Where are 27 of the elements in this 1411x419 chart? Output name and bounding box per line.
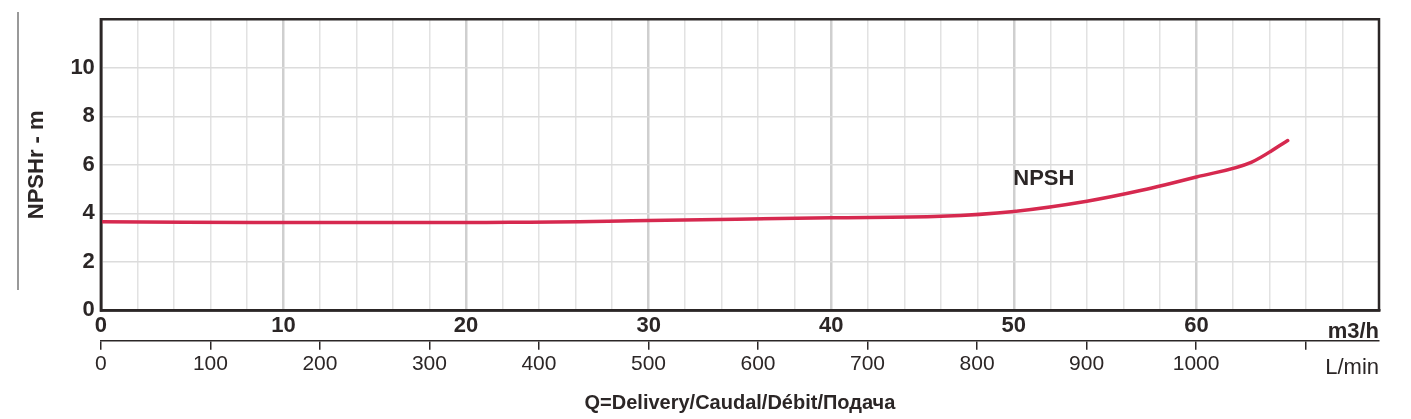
y-tick-label: 2 [82,247,95,273]
x-tick-label: 30 [636,311,661,337]
x-tick-label: 10 [271,311,296,337]
series-label: NPSH [1013,165,1075,191]
y-tick-label: 4 [82,199,96,225]
x-tick-label: 60 [1184,311,1209,337]
x2-tick-label: 800 [959,351,995,375]
y-axis-title: NPSHr - m [23,110,49,220]
x-axis-title: m3/h [1327,318,1379,344]
x2-tick-label: 200 [302,351,338,375]
line-series [100,138,1290,225]
y-tick-label: 6 [82,150,95,176]
x2-tick-label: 100 [192,351,228,375]
x2-tick-label: 700 [850,351,886,375]
x2-tick-label: 900 [1069,351,1105,375]
x2-tick-label: 400 [521,351,557,375]
x2-tick-label: 600 [740,351,776,375]
x2-tick-label: 1000 [1172,351,1220,375]
x-tick-label: 20 [453,311,479,337]
y-tick-label: 10 [70,53,95,79]
x2-tick-label: 300 [411,351,447,375]
y-tick-label: 8 [82,102,95,128]
x-tick-label: 40 [818,311,844,337]
x2-tick-label: 500 [630,351,667,375]
text: Q=Delivery/Caudal/Débit/Подача [584,390,897,413]
x2-axis-title: L/min [1325,353,1379,379]
x-tick-label: 50 [1001,311,1027,337]
